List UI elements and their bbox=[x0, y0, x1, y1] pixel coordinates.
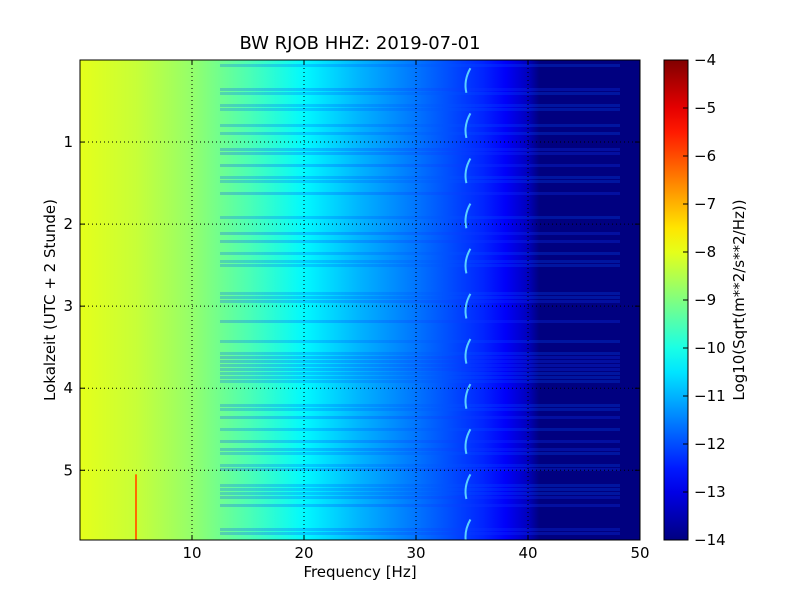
time-band bbox=[220, 464, 620, 467]
time-band bbox=[220, 240, 620, 243]
x-tick-label: 10 bbox=[182, 544, 201, 562]
time-band bbox=[220, 340, 620, 343]
colorbar-tick-label: −9 bbox=[694, 291, 716, 309]
tonal-line-segment bbox=[464, 112, 472, 139]
time-band bbox=[220, 64, 620, 67]
x-tick-label: 30 bbox=[406, 544, 425, 562]
time-band bbox=[220, 264, 620, 267]
time-band bbox=[220, 428, 620, 431]
time-band bbox=[220, 148, 620, 151]
time-band bbox=[220, 448, 620, 451]
time-band bbox=[220, 416, 620, 419]
time-band bbox=[220, 372, 620, 375]
x-axis-ticks: 10 20 30 40 50 bbox=[182, 60, 650, 562]
time-band bbox=[220, 124, 620, 127]
time-band bbox=[220, 152, 620, 155]
y-tick-label: 5 bbox=[63, 461, 73, 479]
time-band bbox=[220, 92, 620, 95]
time-band bbox=[220, 352, 620, 355]
time-band bbox=[220, 528, 620, 531]
time-band bbox=[220, 408, 620, 411]
time-band bbox=[220, 292, 620, 295]
time-band bbox=[220, 404, 620, 407]
y-tick-label: 4 bbox=[63, 379, 73, 397]
time-band bbox=[220, 452, 620, 455]
time-band bbox=[220, 504, 620, 507]
tonal-line-segment bbox=[464, 428, 472, 455]
spectral-features bbox=[135, 67, 472, 540]
colorbar: −4 −5 −6 −7 −8 −9 −10 −11 −12 −13 −14 Log10(Sqrt(m… bbox=[663, 51, 748, 549]
time-bands bbox=[220, 64, 620, 535]
x-tick-label: 20 bbox=[294, 544, 313, 562]
tonal-line-segment bbox=[464, 67, 472, 94]
colorbar-tick-label: −5 bbox=[694, 99, 716, 117]
time-band bbox=[220, 364, 620, 367]
x-tick-label: 50 bbox=[630, 544, 649, 562]
y-tick-label: 3 bbox=[63, 297, 73, 315]
tonal-line-segment bbox=[464, 518, 472, 540]
y-axis-ticks: 1 2 3 4 5 bbox=[63, 133, 640, 479]
time-band bbox=[220, 180, 620, 183]
tonal-line-segment bbox=[464, 203, 472, 229]
colorbar-tick-label: −11 bbox=[694, 387, 726, 405]
time-band bbox=[220, 484, 620, 487]
colorbar-tick-label: −14 bbox=[694, 531, 726, 549]
tonal-line-segment bbox=[464, 383, 472, 409]
colorbar-tick-label: −4 bbox=[694, 51, 716, 69]
time-band bbox=[220, 488, 620, 491]
tonal-line-segment bbox=[464, 338, 472, 364]
time-band bbox=[220, 216, 620, 219]
grid-lines bbox=[80, 60, 640, 540]
tonal-line-segment bbox=[464, 293, 472, 319]
x-tick-label: 40 bbox=[518, 544, 537, 562]
x-axis-label: Frequency [Hz] bbox=[303, 563, 416, 581]
time-band bbox=[220, 104, 620, 107]
time-band bbox=[220, 108, 620, 111]
time-band bbox=[220, 88, 620, 91]
colorbar-ticks: −4 −5 −6 −7 −8 −9 −10 −11 −12 −13 −14 bbox=[683, 51, 726, 549]
colorbar-tick-label: −13 bbox=[694, 483, 726, 501]
y-tick-label: 2 bbox=[63, 215, 73, 233]
time-band bbox=[220, 232, 620, 235]
time-band bbox=[220, 132, 620, 135]
time-band bbox=[220, 260, 620, 263]
tonal-line-segment bbox=[464, 473, 472, 500]
time-band bbox=[220, 360, 620, 363]
plot-border bbox=[79, 59, 641, 541]
colorbar-tick-label: −10 bbox=[694, 339, 726, 357]
time-band bbox=[220, 380, 620, 383]
time-band bbox=[220, 176, 620, 179]
time-band bbox=[220, 252, 620, 255]
colorbar-tick-label: −7 bbox=[694, 195, 716, 213]
colorbar-tick-label: −6 bbox=[694, 147, 716, 165]
time-band bbox=[220, 192, 620, 195]
time-band bbox=[220, 164, 620, 167]
time-band bbox=[220, 532, 620, 535]
plot-area: 10 20 30 40 50 1 2 3 4 5 bbox=[63, 59, 650, 562]
time-band bbox=[220, 468, 620, 471]
time-band bbox=[220, 496, 620, 499]
time-band bbox=[220, 368, 620, 371]
chart-title: BW RJOB HHZ: 2019-07-01 bbox=[239, 33, 480, 54]
time-band bbox=[220, 296, 620, 299]
spectrogram-image bbox=[80, 60, 640, 540]
time-band bbox=[220, 376, 620, 379]
y-axis-label: Lokalzeit (UTC + 2 Stunde) bbox=[41, 199, 59, 401]
tonal-line-segment bbox=[464, 248, 472, 274]
time-band bbox=[220, 300, 620, 303]
time-band bbox=[220, 492, 620, 495]
time-band bbox=[220, 440, 620, 443]
colorbar-tick-label: −12 bbox=[694, 435, 726, 453]
colorbar-tick-label: −8 bbox=[694, 243, 716, 261]
tonal-line-segment bbox=[464, 157, 472, 184]
time-band bbox=[220, 356, 620, 359]
y-tick-label: 1 bbox=[63, 133, 73, 151]
time-band bbox=[220, 320, 620, 323]
colorbar-label: Log10(Sqrt(m**2/s**2/Hz)) bbox=[730, 199, 748, 400]
